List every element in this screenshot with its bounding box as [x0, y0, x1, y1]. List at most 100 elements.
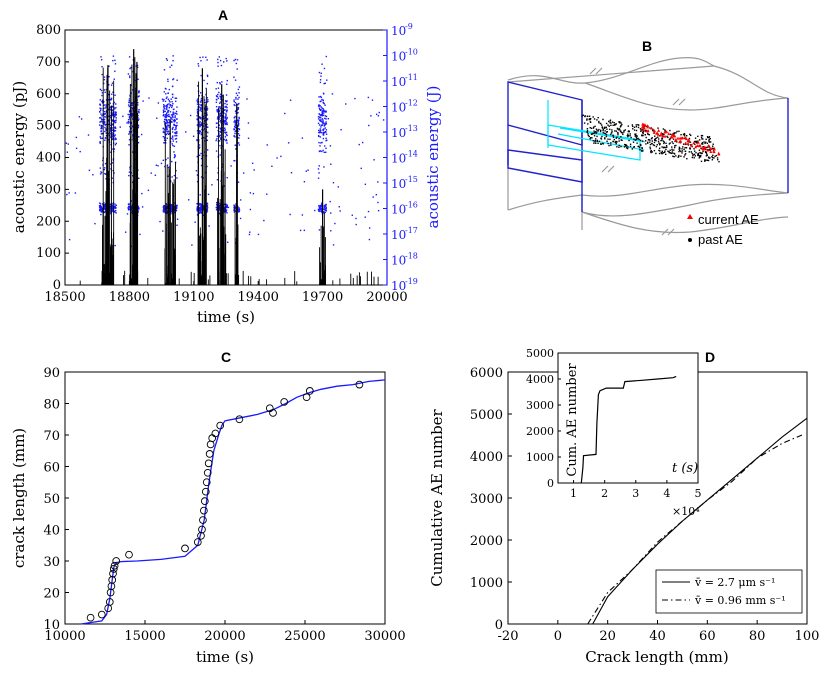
a-scatter-point — [320, 109, 322, 111]
a-scatter-point — [218, 207, 221, 210]
a-scatter-point — [114, 211, 116, 213]
b-past-point — [618, 146, 620, 148]
a-scatter-point — [173, 151, 175, 153]
a-scatter-point — [87, 134, 90, 136]
a-scatter-point — [168, 106, 171, 109]
a-scatter-point — [318, 113, 320, 115]
a-scatter-point — [318, 135, 320, 138]
crack-length-fit-line — [80, 379, 386, 625]
a-scatter-point — [99, 167, 102, 169]
a-scatter-point — [167, 78, 169, 81]
panel-d-legend-box — [655, 569, 803, 614]
a-scatter-point — [175, 112, 177, 115]
a-scatter-point — [128, 101, 130, 104]
a-scatter-point — [219, 154, 221, 156]
a-scatter-point — [100, 209, 102, 211]
a-scatter-point — [99, 136, 102, 138]
a-scatter-point — [200, 209, 203, 211]
c-x-tick-label: 15000 — [124, 629, 165, 644]
a-scatter-point — [233, 100, 235, 103]
a-scatter-point — [218, 116, 220, 119]
a-scatter-point — [325, 203, 327, 206]
b-past-point — [671, 141, 673, 143]
a-scatter-point — [276, 157, 278, 159]
a-scatter-point — [169, 101, 171, 103]
a-scatter-point — [225, 57, 227, 60]
a-scatter-point — [164, 100, 167, 103]
b-past-point — [587, 123, 589, 125]
a-scatter-point — [175, 128, 177, 130]
a-scatter-point — [219, 114, 221, 116]
a-scatter-point — [320, 208, 322, 210]
a-scatter-point — [164, 87, 167, 90]
a-scatter-point — [237, 124, 240, 127]
a-scatter-point — [226, 60, 228, 62]
b-past-point — [616, 136, 618, 139]
a-scatter-point — [235, 62, 238, 65]
a-scatter-point — [100, 124, 103, 127]
a-scatter-point — [223, 119, 225, 122]
a-scatter-point — [226, 103, 228, 106]
b-past-point — [701, 138, 703, 140]
a-scatter-point — [127, 119, 130, 121]
a-scatter-point — [100, 171, 102, 173]
a-scatter-point — [337, 186, 340, 188]
a-y-tick-label: 800 — [36, 23, 61, 38]
a-scatter-point — [225, 105, 227, 108]
b-past-point — [711, 159, 714, 161]
a-scatter-point — [234, 132, 236, 135]
a-scatter-point — [235, 98, 237, 100]
a-scatter-point — [174, 97, 176, 99]
a-scatter-point — [219, 83, 221, 85]
a-scatter-point — [323, 110, 326, 112]
a-scatter-point — [104, 167, 106, 169]
panel-b: B — [507, 38, 789, 247]
a-scatter-point — [176, 218, 179, 220]
b-past-point — [628, 130, 631, 133]
c-point — [305, 387, 314, 395]
a-scatter-point — [111, 208, 113, 210]
a-scatter-point — [172, 138, 174, 140]
b-past-point — [615, 123, 617, 125]
a-scatter-point — [170, 137, 172, 140]
a-scatter-point — [216, 110, 219, 113]
a-scatter-point — [196, 115, 198, 117]
a-scatter-point — [174, 155, 176, 157]
a-scatter-point — [206, 126, 209, 128]
inset-axes — [557, 352, 699, 484]
c-point — [201, 487, 210, 496]
a-scatter-point — [111, 114, 114, 117]
a-scatter-point — [221, 81, 223, 83]
a-scatter-point — [325, 121, 327, 123]
a-scatter-point — [200, 133, 203, 136]
b-current-point — [652, 130, 656, 134]
b-past-point — [678, 130, 680, 133]
a-y-tick-label: 500 — [36, 119, 61, 134]
a-scatter-point — [252, 192, 255, 195]
b-past-point — [624, 129, 627, 131]
a-scatter-point — [163, 110, 165, 113]
a-scatter-point — [173, 119, 176, 122]
b-past-point — [644, 134, 646, 136]
c-point — [97, 610, 106, 619]
a-scatter-point — [99, 202, 101, 204]
b-past-point — [690, 151, 692, 153]
a-scatter-point — [199, 194, 201, 196]
a-scatter-point — [166, 126, 168, 128]
a-scatter-point — [199, 125, 201, 128]
a-scatter-point — [75, 147, 78, 150]
a-scatter-point — [162, 209, 165, 211]
a-scatter-point — [167, 92, 169, 94]
a-scatter-point — [246, 98, 248, 100]
a-scatter-point — [196, 180, 199, 183]
a-scatter-point — [319, 204, 322, 207]
a-yr-tick-label: 10 — [391, 152, 406, 166]
a-scatter-point — [207, 99, 209, 101]
b-past-point — [618, 121, 621, 124]
a-scatter-point — [196, 118, 198, 120]
a-scatter-point — [237, 98, 239, 100]
a-scatter-point — [170, 117, 172, 119]
a-scatter-point — [66, 151, 69, 153]
a-scatter-point — [172, 116, 174, 119]
a-scatter-point — [113, 78, 115, 80]
